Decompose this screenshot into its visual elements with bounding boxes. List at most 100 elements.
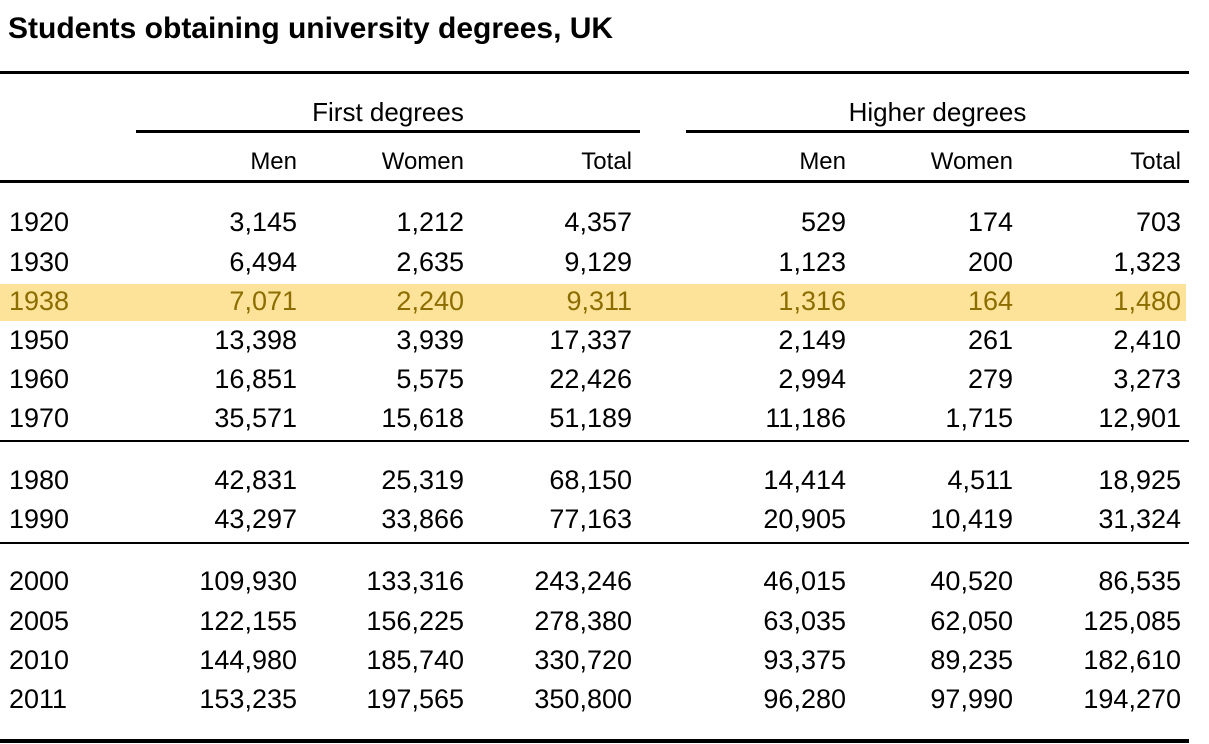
table-row: 2000 109,930 133,316 243,246 46,015 40,5… bbox=[0, 563, 1209, 602]
cell-first-women: 185,740 bbox=[366, 645, 464, 675]
cell-first-men: 122,155 bbox=[199, 606, 297, 636]
row-year: 2010 bbox=[9, 645, 70, 675]
cell-higher-men: 20,905 bbox=[763, 504, 846, 534]
cell-first-total: 22,426 bbox=[549, 364, 632, 394]
cell-higher-total: 18,925 bbox=[1098, 465, 1181, 495]
cell-higher-total: 182,610 bbox=[1083, 645, 1181, 675]
col-header-first-women: Women bbox=[381, 148, 464, 175]
cell-higher-total: 2,410 bbox=[1113, 325, 1181, 355]
cell-higher-women: 10,419 bbox=[930, 504, 1013, 534]
cell-first-total: 68,150 bbox=[549, 465, 632, 495]
cell-higher-men: 93,375 bbox=[763, 645, 846, 675]
cell-higher-men: 1,316 bbox=[778, 286, 846, 316]
row-year: 1930 bbox=[9, 247, 70, 277]
cell-first-total: 51,189 bbox=[549, 403, 632, 433]
cell-higher-total: 3,273 bbox=[1113, 364, 1181, 394]
header-rule bbox=[0, 180, 1189, 183]
table-row: 1960 16,851 5,575 22,426 2,994 279 3,273 bbox=[0, 361, 1209, 400]
cell-first-women: 3,939 bbox=[396, 325, 464, 355]
cell-higher-women: 4,511 bbox=[947, 465, 1013, 495]
cell-first-women: 33,866 bbox=[381, 504, 464, 534]
cell-higher-women: 1,715 bbox=[945, 403, 1013, 433]
cell-first-total: 9,311 bbox=[566, 286, 632, 316]
row-year: 2000 bbox=[9, 566, 70, 596]
cell-first-women: 156,225 bbox=[366, 606, 464, 636]
cell-first-total: 243,246 bbox=[534, 566, 632, 596]
row-year: 1980 bbox=[9, 465, 70, 495]
cell-first-women: 5,575 bbox=[396, 364, 464, 394]
col-header-higher-men: Men bbox=[799, 148, 846, 175]
cell-higher-women: 164 bbox=[967, 286, 1013, 316]
cell-higher-total: 125,085 bbox=[1083, 606, 1181, 636]
cell-first-men: 43,297 bbox=[214, 504, 297, 534]
cell-higher-total: 86,535 bbox=[1098, 566, 1181, 596]
table-row: 1990 43,297 33,866 77,163 20,905 10,419 … bbox=[0, 501, 1209, 540]
table-row: 2005 122,155 156,225 278,380 63,035 62,0… bbox=[0, 603, 1209, 642]
cell-first-total: 77,163 bbox=[549, 504, 632, 534]
cell-higher-men: 2,149 bbox=[778, 325, 846, 355]
cell-first-women: 2,635 bbox=[396, 247, 464, 277]
cell-first-women: 25,319 bbox=[381, 465, 464, 495]
col-header-first-men: Men bbox=[250, 148, 297, 175]
cell-first-women: 15,618 bbox=[381, 403, 464, 433]
cell-first-men: 153,235 bbox=[199, 684, 297, 714]
col-header-higher-women: Women bbox=[930, 148, 1013, 175]
cell-higher-women: 62,050 bbox=[930, 606, 1013, 636]
cell-higher-men: 63,035 bbox=[763, 606, 846, 636]
table-row: 1970 35,571 15,618 51,189 11,186 1,715 1… bbox=[0, 400, 1209, 439]
table-title: Students obtaining university degrees, U… bbox=[8, 12, 614, 45]
cell-higher-men: 2,994 bbox=[778, 364, 846, 394]
cell-higher-women: 97,990 bbox=[930, 684, 1013, 714]
cell-higher-men: 96,280 bbox=[763, 684, 846, 714]
row-year: 1950 bbox=[9, 325, 70, 355]
cell-first-men: 13,398 bbox=[214, 325, 297, 355]
table-row: 1920 3,145 1,212 4,357 529 174 703 bbox=[0, 204, 1209, 243]
row-year: 2011 bbox=[9, 684, 68, 714]
cell-first-total: 17,337 bbox=[549, 325, 632, 355]
row-highlight-band bbox=[0, 284, 1186, 321]
cell-higher-men: 11,186 bbox=[765, 403, 846, 433]
cell-first-total: 350,800 bbox=[534, 684, 632, 714]
cell-first-men: 3,145 bbox=[229, 207, 297, 237]
cell-higher-total: 703 bbox=[1135, 207, 1181, 237]
table-row: 1950 13,398 3,939 17,337 2,149 261 2,410 bbox=[0, 322, 1209, 361]
cell-first-men: 144,980 bbox=[199, 645, 297, 675]
group-label-higher-degrees: Higher degrees bbox=[848, 97, 1027, 127]
cell-higher-total: 31,324 bbox=[1098, 504, 1181, 534]
cell-higher-women: 174 bbox=[967, 207, 1013, 237]
cell-first-men: 109,930 bbox=[199, 566, 297, 596]
col-header-higher-total: Total bbox=[1130, 148, 1181, 175]
row-year: 1990 bbox=[9, 504, 70, 534]
group-rule-higher-degrees bbox=[686, 130, 1189, 133]
cell-first-men: 42,831 bbox=[214, 465, 297, 495]
cell-higher-women: 89,235 bbox=[930, 645, 1013, 675]
cell-first-total: 330,720 bbox=[534, 645, 632, 675]
table-row: 1930 6,494 2,635 9,129 1,123 200 1,323 bbox=[0, 244, 1209, 283]
row-year: 1938 bbox=[9, 286, 70, 316]
row-year: 2005 bbox=[9, 606, 70, 636]
cell-higher-men: 1,123 bbox=[778, 247, 846, 277]
col-header-first-total: Total bbox=[581, 148, 632, 175]
cell-higher-women: 200 bbox=[967, 247, 1013, 277]
row-year: 1960 bbox=[9, 364, 70, 394]
table-row: 1980 42,831 25,319 68,150 14,414 4,511 1… bbox=[0, 462, 1209, 501]
cell-first-men: 16,851 bbox=[214, 364, 297, 394]
cell-higher-women: 40,520 bbox=[930, 566, 1013, 596]
group-rule-first-degrees bbox=[136, 130, 640, 133]
cell-higher-total: 12,901 bbox=[1098, 403, 1181, 433]
cell-first-men: 6,494 bbox=[229, 247, 297, 277]
bottom-rule bbox=[0, 739, 1189, 743]
cell-first-men: 35,571 bbox=[214, 403, 297, 433]
cell-higher-men: 14,414 bbox=[763, 465, 846, 495]
top-rule bbox=[0, 71, 1189, 74]
section-divider bbox=[0, 542, 1189, 544]
group-label-first-degrees: First degrees bbox=[312, 97, 464, 127]
section-divider bbox=[0, 440, 1189, 442]
cell-higher-total: 1,480 bbox=[1113, 286, 1181, 316]
cell-first-total: 278,380 bbox=[534, 606, 632, 636]
table-row: 2011 153,235 197,565 350,800 96,280 97,9… bbox=[0, 681, 1209, 720]
cell-first-women: 197,565 bbox=[366, 684, 464, 714]
cell-higher-total: 194,270 bbox=[1083, 684, 1181, 714]
row-year: 1970 bbox=[9, 403, 70, 433]
cell-higher-women: 279 bbox=[967, 364, 1013, 394]
